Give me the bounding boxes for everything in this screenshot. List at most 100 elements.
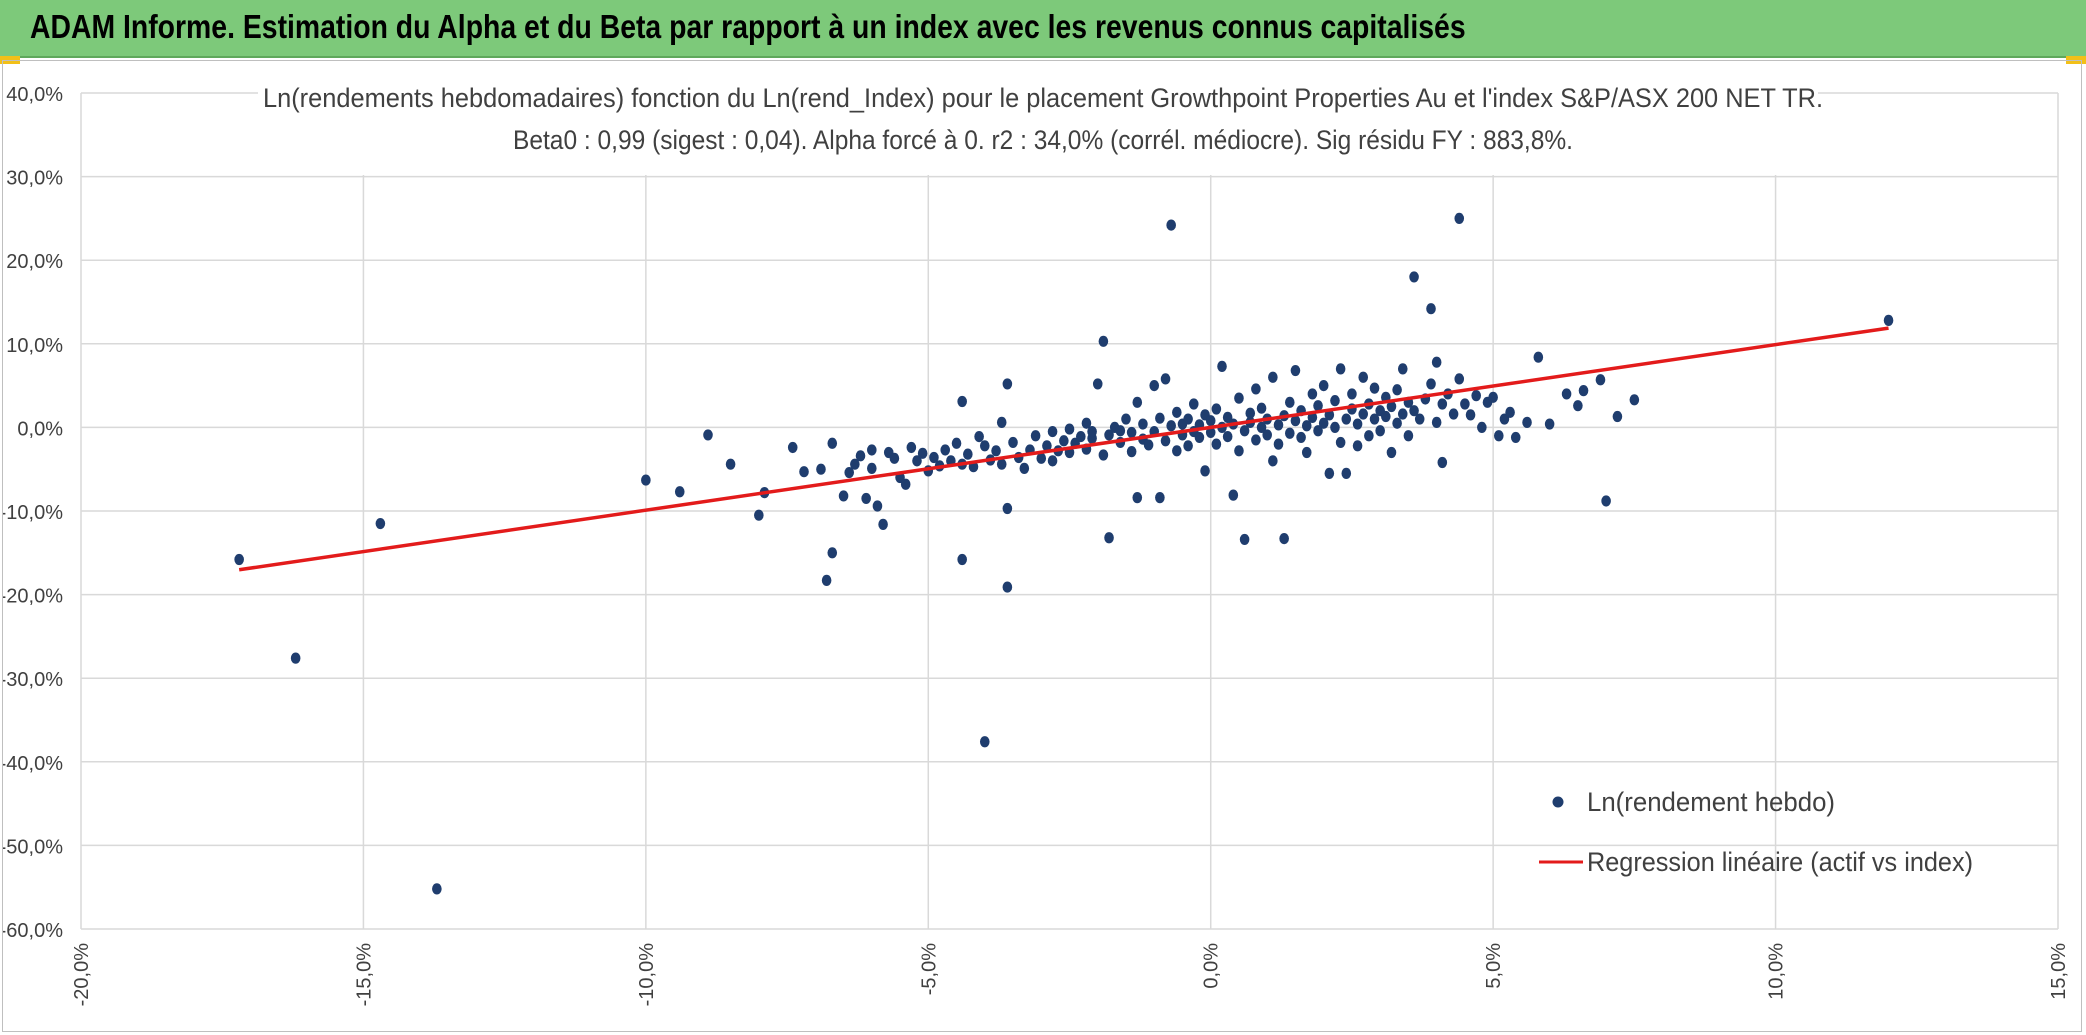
data-point: [1318, 417, 1329, 429]
x-tick-label: 10,0%: [1766, 943, 1788, 1000]
data-point: [1047, 425, 1058, 438]
report-title: ADAM Informe. Estimation du Alpha et du …: [30, 8, 1466, 45]
y-tick-label: -40,0%: [3, 753, 63, 775]
data-point: [1059, 435, 1069, 447]
y-tick-label: -50,0%: [3, 836, 63, 858]
data-point: [1104, 532, 1114, 544]
data-point: [872, 500, 883, 512]
data-point: [1042, 440, 1052, 452]
data-point: [1121, 413, 1131, 425]
data-point: [827, 437, 838, 449]
data-point: [1437, 456, 1448, 469]
y-tick-label: 0,0%: [17, 418, 63, 440]
data-point: [827, 547, 838, 559]
data-point: [957, 395, 967, 408]
data-point: [912, 455, 922, 467]
data-point: [1330, 395, 1340, 407]
data-point: [1386, 446, 1397, 459]
data-point: [878, 518, 888, 530]
data-point: [838, 490, 849, 502]
data-point: [1172, 445, 1182, 457]
data-point: [1273, 438, 1284, 450]
points-layer: [234, 152, 1894, 895]
data-point: [1228, 489, 1239, 501]
data-point: [1324, 467, 1335, 479]
data-point: [1409, 271, 1419, 283]
data-point: [1454, 212, 1465, 224]
data-point: [1284, 427, 1295, 439]
data-point: [1183, 413, 1193, 425]
legend-label-scatter: Ln(rendement hebdo): [1587, 787, 1835, 817]
data-point: [1251, 434, 1261, 446]
data-point: [1234, 445, 1244, 457]
data-point: [1047, 455, 1058, 467]
data-point: [1160, 435, 1171, 447]
title-background: [258, 67, 1818, 175]
data-point: [1143, 439, 1154, 451]
data-point: [1268, 371, 1278, 383]
data-point: [1092, 378, 1103, 390]
data-point: [1612, 410, 1623, 423]
data-point: [1098, 335, 1109, 347]
data-point: [1222, 430, 1233, 443]
data-point: [867, 462, 877, 474]
data-point: [1381, 410, 1391, 423]
data-point: [1172, 406, 1182, 418]
data-point: [1409, 405, 1419, 417]
data-point: [290, 652, 301, 664]
data-point: [974, 430, 984, 443]
data-point: [1211, 403, 1222, 415]
data-point: [957, 553, 967, 566]
data-point: [963, 448, 973, 460]
data-point: [1471, 390, 1481, 402]
data-point: [1290, 415, 1301, 427]
data-point: [1262, 429, 1272, 441]
data-point: [1488, 391, 1498, 403]
data-point: [1386, 400, 1397, 413]
data-point: [1426, 378, 1436, 390]
data-point: [929, 451, 939, 464]
data-point: [1217, 360, 1227, 372]
data-point: [1369, 413, 1380, 425]
data-point: [1251, 383, 1261, 395]
data-point: [1234, 392, 1244, 404]
data-point: [850, 458, 860, 470]
data-point: [1256, 421, 1267, 433]
data-point: [1002, 378, 1013, 390]
data-point: [855, 450, 866, 462]
data-point: [1493, 430, 1504, 442]
y-tick-label: 30,0%: [6, 168, 63, 190]
data-point: [900, 478, 911, 490]
data-point: [1403, 430, 1414, 442]
data-point: [1273, 419, 1284, 431]
y-tick-label: -30,0%: [3, 669, 63, 691]
x-tick-label: -10,0%: [636, 943, 658, 1007]
data-point: [1573, 400, 1583, 412]
data-point: [1301, 446, 1312, 459]
data-point: [725, 458, 736, 470]
data-point: [1431, 356, 1442, 368]
data-point: [1465, 409, 1476, 421]
data-point: [674, 486, 685, 498]
data-point: [1160, 373, 1171, 385]
data-point: [1358, 408, 1369, 420]
data-point: [1595, 374, 1606, 386]
axis-layer: 40,0% 30,0% 20,0% 10,0% 0,0% -10,0% -20,0% -30,…: [3, 84, 2070, 1006]
legend-point-marker: [1552, 796, 1564, 808]
data-point: [1414, 413, 1425, 425]
data-point: [1307, 388, 1318, 400]
legend-label-regression: Regression linéaire (actif vs index): [1587, 847, 1973, 877]
data-point: [867, 444, 877, 456]
data-point: [1205, 426, 1216, 439]
data-point: [1330, 421, 1340, 433]
data-point: [1098, 449, 1109, 461]
data-point: [1155, 492, 1165, 504]
data-point: [1256, 402, 1267, 414]
data-point: [799, 466, 809, 478]
data-point: [1335, 363, 1346, 375]
data-point: [1239, 425, 1250, 437]
data-point: [906, 441, 917, 454]
data-point: [1211, 438, 1222, 450]
data-point: [1200, 465, 1210, 477]
data-point: [1347, 388, 1357, 400]
